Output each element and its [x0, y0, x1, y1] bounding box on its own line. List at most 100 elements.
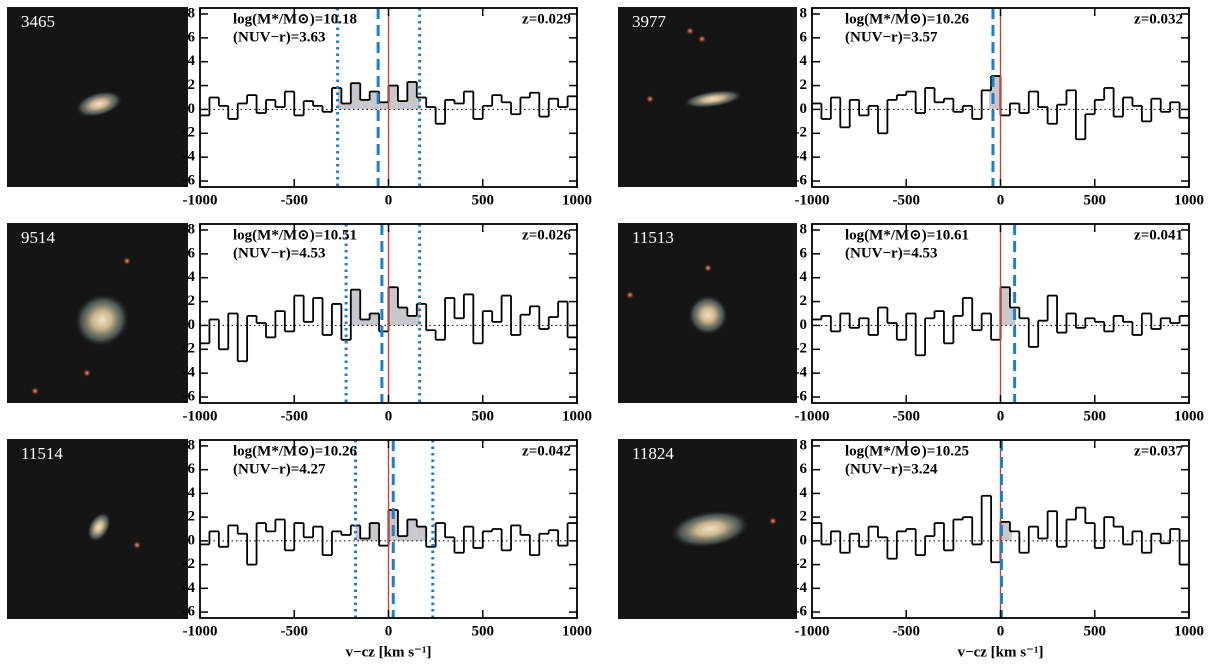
y-tick-label: -2: [183, 556, 196, 572]
y-tick-label: -4: [183, 365, 196, 381]
galaxy-id: 9514: [21, 228, 56, 247]
galaxy-id: 11514: [21, 444, 63, 463]
star: [31, 387, 39, 395]
y-tick-label: -6: [183, 172, 196, 188]
redshift-label: z=0.029: [522, 11, 571, 27]
galaxy-id: 11824: [632, 444, 674, 463]
x-axis-label: v−cz [km s⁻¹]: [958, 644, 1044, 660]
y-tick-label: 4: [188, 485, 196, 501]
y-tick-label: -4: [183, 149, 196, 165]
star: [704, 264, 712, 272]
y-tick-label: 4: [800, 269, 808, 285]
y-tick-label: 6: [800, 29, 808, 45]
panel: 3977 -1000 -500 0 500 1000 -6 -4 -2 0 2 4 6 8 log(M*/M…: [618, 5, 1204, 208]
x-tick-label: -500: [281, 192, 309, 208]
galaxy: [670, 510, 750, 548]
x-tick-label: -500: [893, 623, 921, 639]
y-tick-label: 8: [188, 221, 196, 237]
redshift-label: z=0.037: [1134, 443, 1183, 459]
galaxy-id: 3977: [632, 12, 667, 31]
window-fill: [360, 538, 370, 541]
window-fill: [407, 81, 417, 110]
y-tick-label: -2: [795, 556, 808, 572]
x-tick-label: 500: [1084, 408, 1107, 424]
color-label: (NUV−r)=4.53: [845, 245, 938, 261]
y-tick-label: 6: [800, 461, 808, 477]
window-fill: [1000, 521, 1010, 541]
x-tick-label: 500: [472, 192, 495, 208]
panel: 11513 -1000 -500 0 500 1000 -6 -4 -2 0 2 4 6 8 log(M*/…: [618, 221, 1204, 424]
redshift-label: z=0.041: [1134, 227, 1183, 243]
window-fill: [407, 519, 417, 541]
y-tick-label: -6: [795, 604, 808, 620]
y-tick-label: 4: [800, 53, 808, 69]
galaxy: [74, 293, 130, 347]
x-tick-label: 0: [997, 623, 1005, 639]
y-tick-label: 4: [188, 53, 196, 69]
x-tick-label: 0: [385, 192, 393, 208]
x-tick-label: 500: [1084, 623, 1107, 639]
y-tick-label: -6: [795, 388, 808, 404]
window-fill: [397, 536, 408, 541]
window-fill: [369, 523, 380, 541]
color-label: (NUV−r)=3.57: [845, 29, 938, 45]
star: [698, 35, 706, 43]
x-tick-label: -1000: [183, 623, 218, 639]
y-tick-label: 0: [800, 532, 808, 548]
y-tick-label: 2: [800, 77, 808, 93]
x-tick-label: 0: [997, 408, 1005, 424]
x-tick-label: 0: [385, 623, 393, 639]
x-tick-label: 1000: [1174, 623, 1204, 639]
x-tick-label: -1000: [795, 623, 830, 639]
window-fill: [337, 87, 342, 110]
window-fill: [355, 525, 361, 541]
window-fill: [1009, 531, 1012, 541]
y-tick-label: -2: [183, 125, 196, 141]
y-tick-label: -4: [795, 365, 808, 381]
window-fill: [416, 303, 420, 326]
window-fill: [989, 90, 992, 110]
x-tick-label: 0: [385, 408, 393, 424]
window-fill: [369, 91, 380, 110]
window-fill: [360, 99, 370, 110]
y-tick-label: -2: [183, 341, 196, 357]
window-fill: [397, 101, 408, 110]
x-tick-label: 500: [1084, 192, 1107, 208]
x-tick-label: -1000: [183, 192, 218, 208]
x-tick-label: 1000: [1174, 192, 1204, 208]
y-tick-label: 4: [188, 269, 196, 285]
window-fill: [360, 319, 370, 326]
window-fill: [397, 307, 408, 326]
y-tick-label: 0: [188, 101, 196, 117]
x-tick-label: 1000: [1174, 408, 1204, 424]
x-tick-label: -500: [893, 408, 921, 424]
x-axis-label: v−cz [km s⁻¹]: [346, 644, 432, 660]
y-tick-label: -6: [795, 172, 808, 188]
y-tick-label: -2: [795, 341, 808, 357]
y-tick-label: -4: [183, 580, 196, 596]
x-tick-label: -500: [893, 192, 921, 208]
y-tick-label: 8: [188, 5, 196, 21]
color-label: (NUV−r)=3.63: [233, 29, 326, 45]
mass-label: log(M*/M⊙)=10.26: [233, 443, 358, 459]
y-tick-label: 8: [800, 437, 808, 453]
window-fill: [350, 83, 361, 110]
star: [686, 27, 694, 35]
x-tick-label: 1000: [562, 623, 592, 639]
window-fill: [1009, 307, 1016, 326]
x-tick-label: -500: [281, 408, 309, 424]
y-tick-label: 4: [800, 485, 808, 501]
window-fill: [1000, 287, 1010, 326]
y-tick-label: 0: [800, 317, 808, 333]
y-tick-label: 0: [800, 101, 808, 117]
color-label: (NUV−r)=4.53: [233, 245, 326, 261]
window-fill: [388, 287, 398, 326]
y-tick-label: -4: [795, 580, 808, 596]
y-tick-label: -6: [183, 388, 196, 404]
window-fill: [416, 526, 427, 541]
redshift-label: z=0.026: [522, 227, 571, 243]
star: [83, 369, 91, 377]
window-fill: [407, 315, 417, 326]
y-tick-label: 0: [188, 532, 196, 548]
y-tick-label: 2: [800, 509, 808, 525]
